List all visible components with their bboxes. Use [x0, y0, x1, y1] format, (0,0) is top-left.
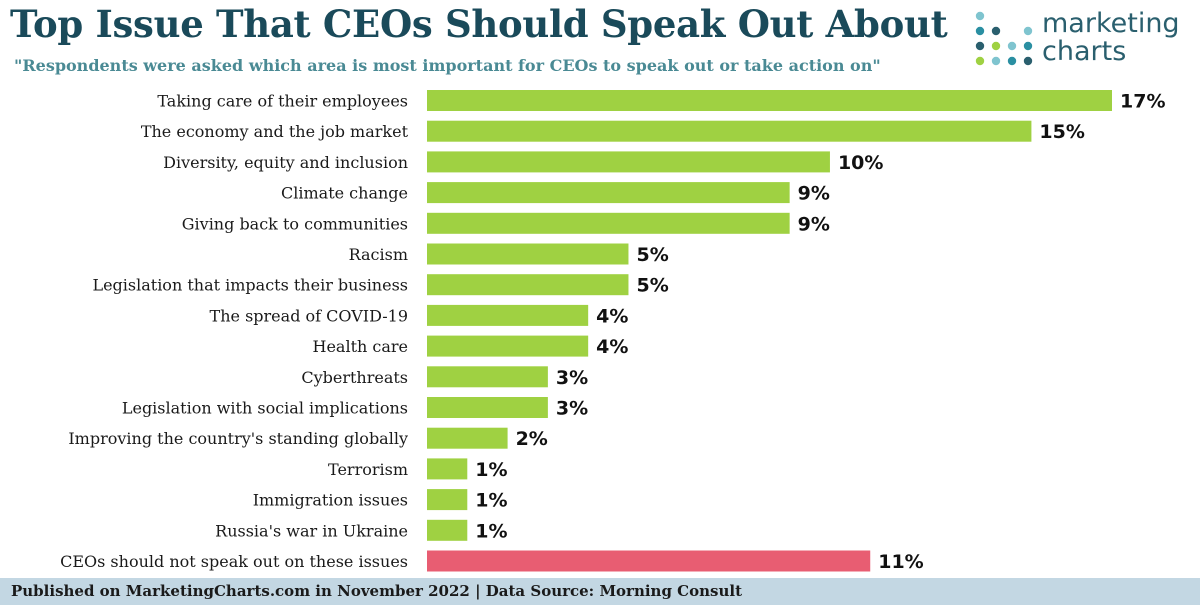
category-label: The economy and the job market [141, 122, 409, 141]
category-label: CEOs should not speak out on these issue… [60, 552, 408, 571]
bar-highlight [427, 550, 871, 572]
bar [427, 304, 589, 326]
category-label: Taking care of their employees [157, 92, 408, 111]
data-label: 17% [1120, 91, 1165, 113]
bar [427, 397, 548, 418]
data-label: 1% [475, 490, 507, 512]
logo-dot [991, 26, 1001, 36]
footer-bar: Published on MarketingCharts.com in Nove… [0, 578, 1200, 605]
chart-subtitle: "Respondents were asked which area is mo… [14, 56, 881, 75]
logo-wordmark: marketing charts [1042, 10, 1180, 66]
bar [427, 519, 468, 541]
category-label: Racism [349, 245, 408, 264]
category-label: Improving the country's standing globall… [68, 429, 408, 448]
bar [427, 120, 1032, 142]
bar [427, 458, 468, 480]
data-label: 5% [636, 275, 668, 297]
category-label: Terrorism [328, 460, 408, 479]
logo-dot [1023, 56, 1033, 66]
data-label: 15% [1039, 121, 1084, 143]
category-label: Diversity, equity and inclusion [163, 153, 408, 172]
data-label: 4% [596, 305, 628, 327]
data-label: 5% [636, 244, 668, 266]
logo-dot [991, 41, 1001, 51]
logo-dot [1007, 56, 1017, 66]
logo-dot [975, 11, 985, 21]
bar-chart: Taking care of their employees 17% The eco… [60, 90, 1165, 573]
category-label: Legislation that impacts their business [92, 276, 408, 295]
bar [427, 335, 589, 357]
bar [427, 212, 790, 234]
data-label: 4% [596, 336, 628, 358]
logo-line-1: marketing [1042, 8, 1180, 39]
marketing-charts-logo: marketing charts [972, 8, 1192, 68]
category-label: The spread of COVID-19 [210, 306, 408, 325]
footer-source-text: Published on MarketingCharts.com in Nove… [11, 582, 743, 600]
data-label: 2% [516, 428, 548, 450]
category-label: Russia's war in Ukraine [215, 521, 408, 540]
category-label: Climate change [281, 184, 408, 203]
logo-dot [991, 56, 1001, 66]
bar [427, 366, 548, 388]
logo-dot [975, 56, 985, 66]
data-label: 9% [798, 213, 830, 235]
category-label: Giving back to communities [182, 214, 408, 233]
logo-line-2: charts [1042, 36, 1127, 67]
logo-dot [1007, 41, 1017, 51]
logo-dot [975, 41, 985, 51]
bar [427, 182, 790, 204]
data-label: 3% [556, 367, 588, 389]
bar [427, 427, 508, 449]
category-label: Cyberthreats [301, 368, 408, 387]
logo-dot [1023, 41, 1033, 51]
chart-title: Top Issue That CEOs Should Speak Out Abo… [10, 2, 948, 46]
data-label: 3% [556, 398, 588, 420]
category-label: Immigration issues [253, 491, 408, 510]
data-label: 11% [878, 551, 923, 573]
logo-dots-icon [975, 11, 1033, 66]
category-label: Legislation with social implications [122, 399, 408, 418]
data-label: 9% [798, 183, 830, 205]
logo-dot [1023, 26, 1033, 36]
bar [427, 243, 629, 265]
logo-dot [975, 26, 985, 36]
data-label: 1% [475, 520, 507, 542]
category-label: Health care [312, 337, 408, 356]
bar [427, 90, 1112, 111]
bar [427, 489, 468, 511]
data-label: 10% [838, 152, 883, 174]
bar [427, 274, 629, 296]
data-label: 1% [475, 459, 507, 481]
bar [427, 151, 830, 173]
